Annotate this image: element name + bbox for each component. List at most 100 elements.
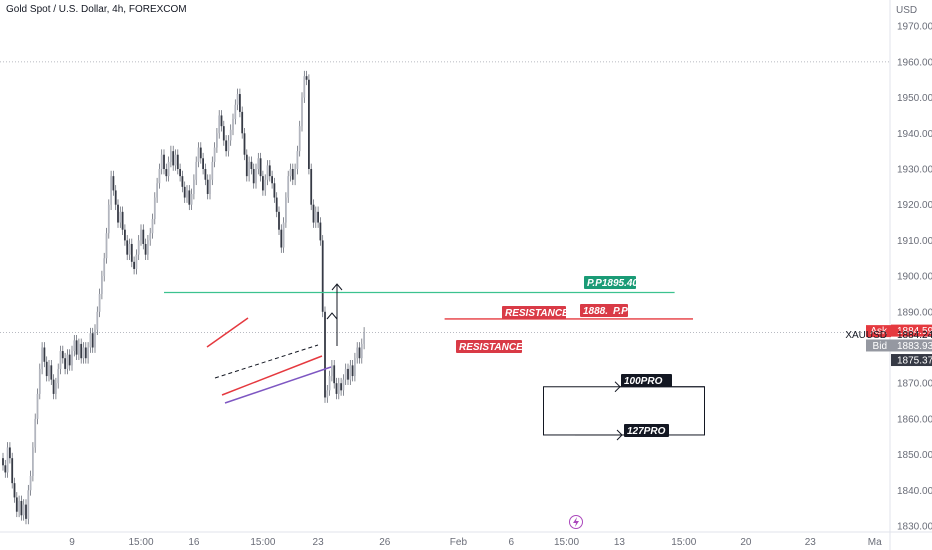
candle-body bbox=[94, 329, 96, 348]
target-arrow-head bbox=[331, 283, 343, 291]
candle-body bbox=[165, 169, 168, 177]
candle-body bbox=[310, 169, 313, 205]
candle-body bbox=[176, 154, 179, 169]
candle-body bbox=[181, 176, 184, 187]
candle-body bbox=[61, 351, 64, 359]
candle-body bbox=[354, 358, 356, 377]
box-label-127-text: 127PRO bbox=[627, 426, 666, 437]
candle-body bbox=[107, 204, 110, 234]
candle-body bbox=[324, 311, 326, 398]
candle-body bbox=[335, 383, 338, 394]
candle-body bbox=[45, 361, 48, 377]
candle-body bbox=[172, 151, 175, 166]
x-tick-label: 13 bbox=[614, 537, 626, 548]
y-tick-label: 1870.00 bbox=[897, 379, 932, 390]
candle-body bbox=[48, 365, 50, 377]
svg-text:Ask: Ask bbox=[870, 326, 888, 337]
symbol-label: XAUUSD bbox=[845, 330, 887, 341]
candle-body bbox=[333, 365, 336, 384]
candle-body bbox=[301, 97, 303, 127]
candle-body bbox=[183, 186, 186, 198]
candle-body bbox=[163, 154, 165, 169]
candle-body bbox=[287, 176, 290, 198]
candle-body bbox=[186, 190, 188, 198]
x-tick-label: 16 bbox=[188, 537, 200, 548]
candle-body bbox=[211, 161, 214, 180]
candle-body bbox=[29, 476, 32, 491]
resistance-label-2: RESISTANCE bbox=[456, 340, 523, 353]
candle-body bbox=[195, 161, 198, 180]
candle-body bbox=[9, 447, 11, 459]
box-label-100-text: 100PRO bbox=[624, 376, 663, 387]
candle-body bbox=[229, 129, 232, 141]
candle-body bbox=[197, 147, 200, 162]
candle-body bbox=[126, 240, 129, 255]
svg-text:1884.59: 1884.59 bbox=[897, 326, 932, 337]
y-tick-label: 1960.00 bbox=[897, 57, 932, 68]
candle-body bbox=[101, 276, 103, 294]
pivot-green-label-text: P.P1895.40 bbox=[587, 278, 638, 289]
candle-body bbox=[32, 447, 34, 477]
candle-body bbox=[57, 368, 60, 384]
candle-body bbox=[38, 368, 41, 394]
candle-body bbox=[80, 343, 83, 359]
candle-body bbox=[342, 379, 345, 391]
candle-body bbox=[213, 147, 216, 162]
x-tick-label: 15:00 bbox=[128, 537, 153, 548]
candle-body bbox=[130, 243, 133, 262]
lower-trend-line bbox=[224, 366, 332, 404]
box-label-100: 100PRO bbox=[621, 374, 672, 387]
candle-body bbox=[225, 140, 227, 152]
candle-body bbox=[84, 347, 87, 359]
candle-body bbox=[87, 347, 89, 359]
pp-tag-label-text: P.P bbox=[613, 306, 628, 317]
candle-body bbox=[13, 483, 16, 498]
x-tick-label: 9 bbox=[69, 537, 75, 548]
candle-body bbox=[98, 293, 101, 312]
candle-body bbox=[52, 379, 55, 394]
candle-body bbox=[151, 218, 154, 234]
x-tick-label: 15:00 bbox=[671, 537, 696, 548]
candle-body bbox=[96, 311, 99, 330]
candle-body bbox=[358, 347, 361, 359]
pivot-green-label: P.P1895.40 bbox=[584, 276, 638, 289]
candle-body bbox=[239, 94, 241, 112]
lightning-icon bbox=[569, 515, 583, 529]
candle-body bbox=[142, 229, 145, 244]
candle-body bbox=[78, 343, 80, 355]
candle-body bbox=[20, 501, 23, 516]
y-tick-label: 1850.00 bbox=[897, 450, 932, 461]
candle-body bbox=[275, 197, 278, 212]
candle-body bbox=[43, 347, 46, 362]
svg-text:Bid: Bid bbox=[873, 341, 887, 352]
y-tick-label: 1830.00 bbox=[897, 522, 932, 533]
candle-body bbox=[137, 240, 140, 255]
y-tick-label: 1900.00 bbox=[897, 272, 932, 283]
candle-body bbox=[245, 154, 248, 177]
candle-body bbox=[160, 154, 163, 169]
candle-body bbox=[167, 161, 170, 177]
candle-body bbox=[232, 119, 234, 130]
pp-tag-label: P.P bbox=[610, 304, 628, 317]
label-arrow-head bbox=[616, 429, 623, 441]
x-tick-label: 20 bbox=[740, 537, 752, 548]
y-tick-label: 1910.00 bbox=[897, 236, 932, 247]
candle-body bbox=[156, 183, 158, 198]
candle-body bbox=[314, 211, 317, 223]
marker-price-label: 1875.37 bbox=[891, 354, 932, 367]
candle-body bbox=[282, 222, 285, 248]
candle-body bbox=[124, 229, 126, 241]
y-tick-label: 1890.00 bbox=[897, 307, 932, 318]
candle-body bbox=[25, 504, 27, 519]
candle-body bbox=[91, 333, 94, 348]
last-price-label: 1884.24 bbox=[897, 330, 932, 341]
candle-body bbox=[340, 383, 342, 391]
candle-body bbox=[114, 190, 117, 205]
x-tick-label: 23 bbox=[805, 537, 817, 548]
x-tick-label: 26 bbox=[379, 537, 391, 548]
candle-body bbox=[305, 76, 308, 80]
candle-body bbox=[103, 258, 106, 277]
x-tick-label: 23 bbox=[313, 537, 325, 548]
target-arrow-head bbox=[326, 312, 338, 320]
